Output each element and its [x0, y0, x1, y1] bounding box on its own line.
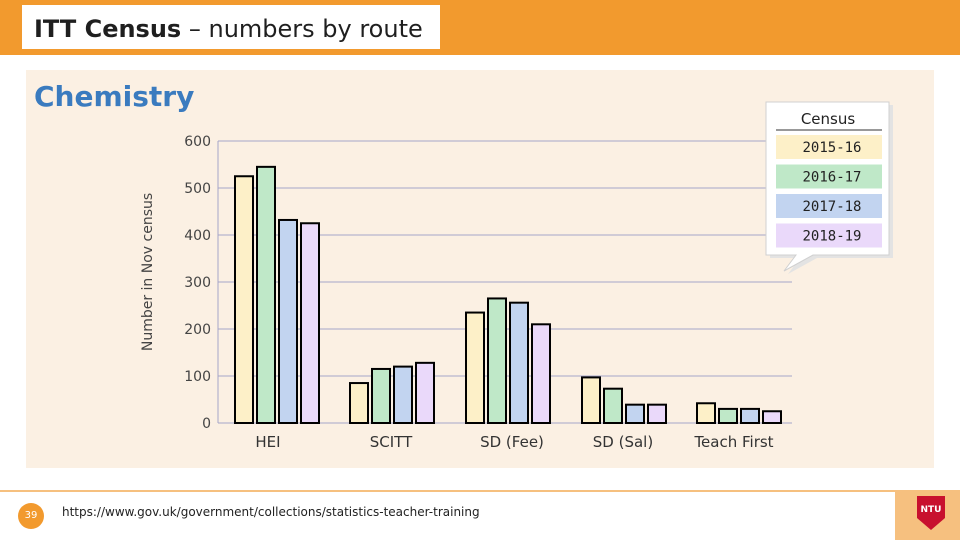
y-tick-label: 100: [184, 369, 211, 385]
shield-icon: [917, 496, 945, 530]
legend-swatch: [776, 223, 882, 248]
bar-2018-19-teach-first: [762, 410, 782, 424]
subject-heading: Chemistry: [34, 80, 195, 113]
legend-swatch: [776, 164, 882, 189]
bar-2017-18-teach-first: [740, 407, 760, 424]
y-tick-label: 600: [184, 134, 211, 150]
bar-2017-18-sd-sal-: [625, 403, 645, 425]
bar-2015-16-sd-fee-: [465, 311, 485, 424]
title-box: ITT Census – numbers by route: [22, 5, 440, 49]
legend-entry: 2017-18: [802, 199, 861, 215]
bar-2018-19-sd-sal-: [647, 403, 667, 425]
bar-2015-16-scitt: [349, 382, 369, 424]
x-tick-label: HEI: [255, 433, 280, 451]
bar-2017-18-sd-fee-: [509, 301, 529, 424]
legend-entry: 2016-17: [802, 170, 861, 186]
bar-2016-17-teach-first: [718, 407, 738, 424]
y-tick-label: 200: [184, 322, 211, 338]
bar-2016-17-sd-fee-: [487, 297, 507, 425]
bar-2018-19-sd-fee-: [531, 323, 551, 424]
y-tick-label: 500: [184, 181, 211, 197]
legend-entry: 2018-19: [802, 229, 861, 245]
x-tick-label: Teach First: [693, 433, 773, 451]
x-tick-label: SCITT: [370, 433, 413, 451]
legend-entry: 2015-16: [802, 140, 861, 156]
bar-2017-18-hei: [278, 218, 298, 424]
legend-swatch: [776, 135, 882, 159]
source-link[interactable]: https://www.gov.uk/government/collection…: [62, 505, 480, 519]
bar-2016-17-scitt: [371, 367, 391, 425]
y-axis-label: Number in Nov census: [140, 193, 156, 351]
bar-2016-17-hei: [256, 165, 276, 424]
bar-2015-16-hei: [234, 175, 254, 424]
bar-2016-17-sd-sal-: [603, 387, 623, 425]
footer-area: [0, 492, 895, 540]
page-number: 39: [18, 503, 44, 529]
legend-swatch: [776, 194, 882, 218]
y-tick-label: 0: [202, 416, 211, 432]
bar-2018-19-scitt: [415, 361, 435, 424]
title-bar: ITT Census – numbers by route: [0, 0, 960, 55]
legend-title: Census: [801, 110, 856, 128]
logo-text: NTU: [920, 505, 942, 515]
bar-2018-19-hei: [300, 222, 320, 424]
y-tick-label: 400: [184, 228, 211, 244]
ntu-logo: NTU: [917, 496, 945, 530]
y-tick-label: 300: [184, 275, 211, 291]
x-tick-label: SD (Fee): [480, 433, 544, 451]
bar-2017-18-scitt: [393, 365, 413, 425]
x-tick-label: SD (Sal): [593, 433, 653, 451]
bar-2015-16-sd-sal-: [581, 376, 601, 425]
bar-2015-16-teach-first: [696, 402, 716, 425]
page-title: ITT Census – numbers by route: [34, 15, 423, 43]
